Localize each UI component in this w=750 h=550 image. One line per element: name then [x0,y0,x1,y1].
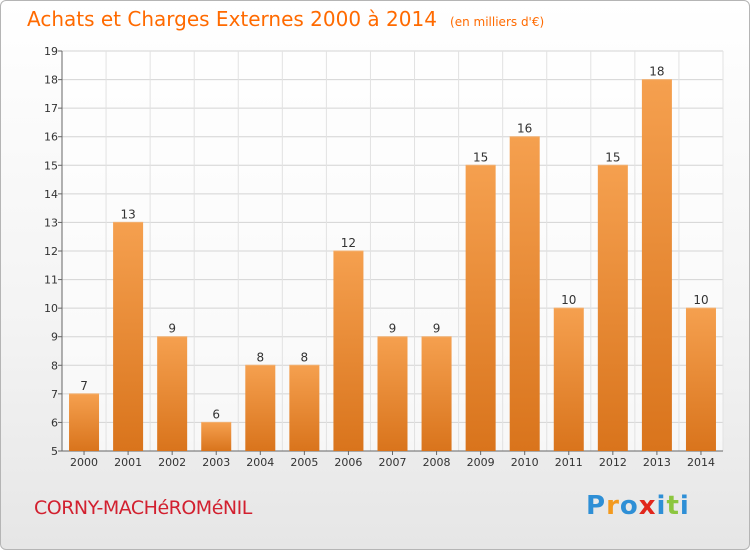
x-tick-label: 2003 [202,456,230,469]
bar [289,365,320,451]
data-label: 9 [389,322,397,336]
x-tick-label: 2006 [334,456,362,469]
data-label: 18 [649,65,664,79]
logo-letter: r [606,491,620,521]
bar [201,422,232,451]
data-label: 15 [473,150,488,164]
x-tick-label: 2001 [114,456,142,469]
logo-letter: t [666,491,680,521]
bar [509,136,540,451]
x-tick-label: 2009 [467,456,495,469]
bar [421,336,452,451]
title-row: Achats et Charges Externes 2000 à 2014 (… [27,7,544,31]
bar [465,165,496,452]
x-tick-label: 2014 [687,456,715,469]
y-tick-label: 8 [51,359,58,372]
data-label: 8 [301,350,309,364]
y-tick-label: 19 [44,45,58,58]
bar [69,393,100,451]
y-tick-label: 18 [44,74,58,87]
y-tick-label: 7 [51,388,58,401]
y-tick-label: 9 [51,331,58,344]
data-label: 12 [341,236,356,250]
x-tick-label: 2012 [599,456,627,469]
x-tick-label: 2007 [379,456,407,469]
y-tick-label: 14 [44,188,58,201]
data-label: 16 [517,122,532,136]
data-label: 15 [605,150,620,164]
data-label: 10 [693,293,708,307]
y-tick-label: 12 [44,245,58,258]
bar [641,79,672,452]
y-tick-label: 16 [44,131,58,144]
x-tick-label: 2004 [246,456,274,469]
y-tick-label: 11 [44,274,58,287]
logo-letter: P [586,491,607,521]
y-tick-label: 13 [44,216,58,229]
y-tick-label: 10 [44,302,58,315]
data-label: 10 [561,293,576,307]
bar [245,365,276,451]
x-tick-label: 2011 [555,456,583,469]
bar [377,336,408,451]
data-label: 9 [433,322,441,336]
bar [157,336,188,451]
data-label: 9 [168,322,176,336]
data-label: 13 [120,207,135,221]
y-tick-label: 17 [44,102,58,115]
logo-letter: x [638,491,657,521]
data-label: 6 [212,407,220,421]
x-tick-label: 2002 [158,456,186,469]
x-tick-label: 2008 [423,456,451,469]
data-label: 7 [80,379,88,393]
y-tick-label: 15 [44,159,58,172]
x-tick-label: 2000 [70,456,98,469]
bar [333,251,364,451]
logo-letter: i [656,491,667,521]
x-tick-label: 2010 [511,456,539,469]
chart-subtitle: (en milliers d'€) [450,15,545,29]
y-tick-label: 6 [51,416,58,429]
bar [685,308,716,451]
y-tick-label: 5 [51,445,58,458]
x-tick-label: 2005 [290,456,318,469]
data-label: 8 [256,350,264,364]
proxiti-logo: Proxiti [586,491,690,521]
bar [597,165,628,452]
chart-title: Achats et Charges Externes 2000 à 2014 [27,7,437,31]
commune-name: CORNY-MACHéROMéNIL [34,497,252,519]
logo-letter: i [679,491,690,521]
bar [113,222,144,451]
x-tick-label: 2013 [643,456,671,469]
logo-letter: o [619,491,639,521]
bar [553,308,584,451]
